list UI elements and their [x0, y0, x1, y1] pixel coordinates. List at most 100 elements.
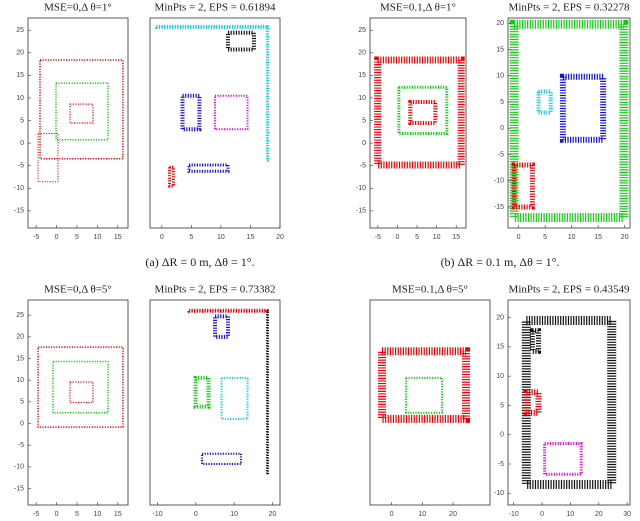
x-tick-label: 15: [594, 234, 602, 241]
y-tick-label: -5: [498, 151, 504, 158]
y-tick-label: 0: [20, 420, 24, 427]
point-cloud: [529, 328, 542, 354]
point-cloud: [180, 93, 202, 132]
y-tick-label: 20: [496, 20, 504, 27]
x-tick-label: 20: [449, 511, 457, 518]
point-cloud: [521, 316, 617, 489]
y-tick-label: 15: [16, 355, 24, 362]
panel-title: MinPts = 2, EPS = 0.73382: [155, 284, 276, 296]
point-cloud: [187, 308, 269, 313]
panel-title: MSE=0.1,Δ θ=5°: [392, 284, 468, 296]
y-tick-label: 15: [16, 72, 24, 79]
y-tick-label: 10: [358, 95, 366, 102]
point-cloud: [511, 162, 535, 210]
point-cloud: [55, 82, 109, 141]
y-tick-label: -15: [14, 208, 24, 215]
x-tick-label: 10: [433, 234, 441, 241]
x-tick-label: 20: [276, 234, 284, 241]
y-tick-label: 25: [358, 27, 366, 34]
axes-box: [369, 17, 467, 229]
panel-title: MSE=0,Δ θ=1°: [44, 2, 112, 14]
y-tick-label: 5: [362, 117, 366, 124]
x-tick-label: 10: [93, 234, 101, 241]
point-cloud: [266, 309, 269, 476]
point-cloud: [214, 94, 249, 131]
y-tick-label: 0: [362, 140, 366, 147]
x-tick-label: 0: [55, 234, 59, 241]
point-cloud: [523, 389, 542, 416]
y-tick-label: 0: [500, 125, 504, 132]
panel-title: MinPts = 2, EPS = 0.32278: [509, 2, 630, 14]
x-tick-label: 0: [160, 234, 164, 241]
point-cloud: [220, 376, 249, 420]
y-tick-label: 20: [358, 50, 366, 57]
point-cloud: [52, 360, 109, 414]
y-tick-label: -15: [494, 204, 504, 211]
panel-title: MinPts = 2, EPS = 0.43549: [509, 284, 630, 296]
y-tick-label: 15: [496, 344, 504, 351]
point-cloud: [201, 452, 242, 465]
point-cloud: [155, 24, 269, 29]
axes-box: [507, 17, 631, 229]
x-tick-label: 5: [189, 234, 193, 241]
axes-box: [369, 299, 491, 506]
point-cloud: [543, 442, 583, 476]
x-tick-label: 5: [75, 234, 79, 241]
axes-box: [27, 299, 129, 506]
point-cloud: [168, 165, 175, 188]
y-tick-label: 10: [496, 373, 504, 380]
y-tick-label: 5: [500, 99, 504, 106]
caption: (b) ΔR = 0.1 m, Δθ = 1°.: [441, 255, 560, 269]
y-tick-label: 15: [496, 46, 504, 53]
y-tick-label: -10: [14, 185, 24, 192]
point-cloud: [213, 314, 230, 339]
x-tick-label: 20: [595, 511, 603, 518]
caption: (a) ΔR = 0 m, Δθ = 1°.: [145, 255, 254, 269]
y-tick-label: 20: [16, 334, 24, 341]
x-tick-label: -10: [153, 511, 163, 518]
point-cloud: [509, 19, 629, 222]
x-tick-label: 0: [390, 511, 394, 518]
y-tick-label: 5: [20, 399, 24, 406]
x-tick-label: -5: [33, 234, 39, 241]
y-tick-label: 10: [16, 95, 24, 102]
y-tick-label: -5: [18, 163, 24, 170]
y-tick-label: 25: [16, 312, 24, 319]
x-tick-label: 0: [55, 511, 59, 518]
point-cloud: [405, 376, 443, 414]
y-tick-label: -5: [360, 163, 366, 170]
y-tick-label: 20: [496, 314, 504, 321]
point-cloud: [559, 73, 607, 143]
x-tick-label: -5: [33, 511, 39, 518]
point-cloud: [536, 89, 553, 115]
point-cloud: [378, 347, 470, 423]
y-tick-label: 25: [16, 27, 24, 34]
x-tick-label: 5: [415, 234, 419, 241]
point-cloud: [193, 375, 211, 409]
x-tick-label: 5: [543, 234, 547, 241]
point-cloud: [69, 103, 94, 124]
point-cloud: [266, 25, 269, 162]
x-tick-label: 15: [114, 234, 122, 241]
x-tick-label: 15: [247, 234, 255, 241]
y-tick-label: 5: [20, 117, 24, 124]
y-tick-label: 10: [496, 73, 504, 80]
x-tick-label: 15: [114, 511, 122, 518]
y-tick-label: -10: [494, 178, 504, 185]
y-tick-label: -10: [14, 464, 24, 471]
panel-title: MinPts = 2, EPS = 0.61894: [155, 2, 276, 14]
x-tick-label: 10: [217, 234, 225, 241]
axes-box: [27, 17, 129, 229]
point-cloud: [37, 346, 124, 428]
x-tick-label: 15: [452, 234, 460, 241]
x-tick-label: 10: [93, 511, 101, 518]
x-tick-label: -5: [375, 234, 381, 241]
x-tick-label: 0: [517, 234, 521, 241]
x-tick-label: 20: [621, 234, 629, 241]
y-tick-label: 20: [16, 50, 24, 57]
x-tick-label: 10: [567, 511, 575, 518]
y-tick-label: 0: [20, 140, 24, 147]
axes-box: [149, 299, 281, 506]
point-cloud: [37, 133, 59, 183]
